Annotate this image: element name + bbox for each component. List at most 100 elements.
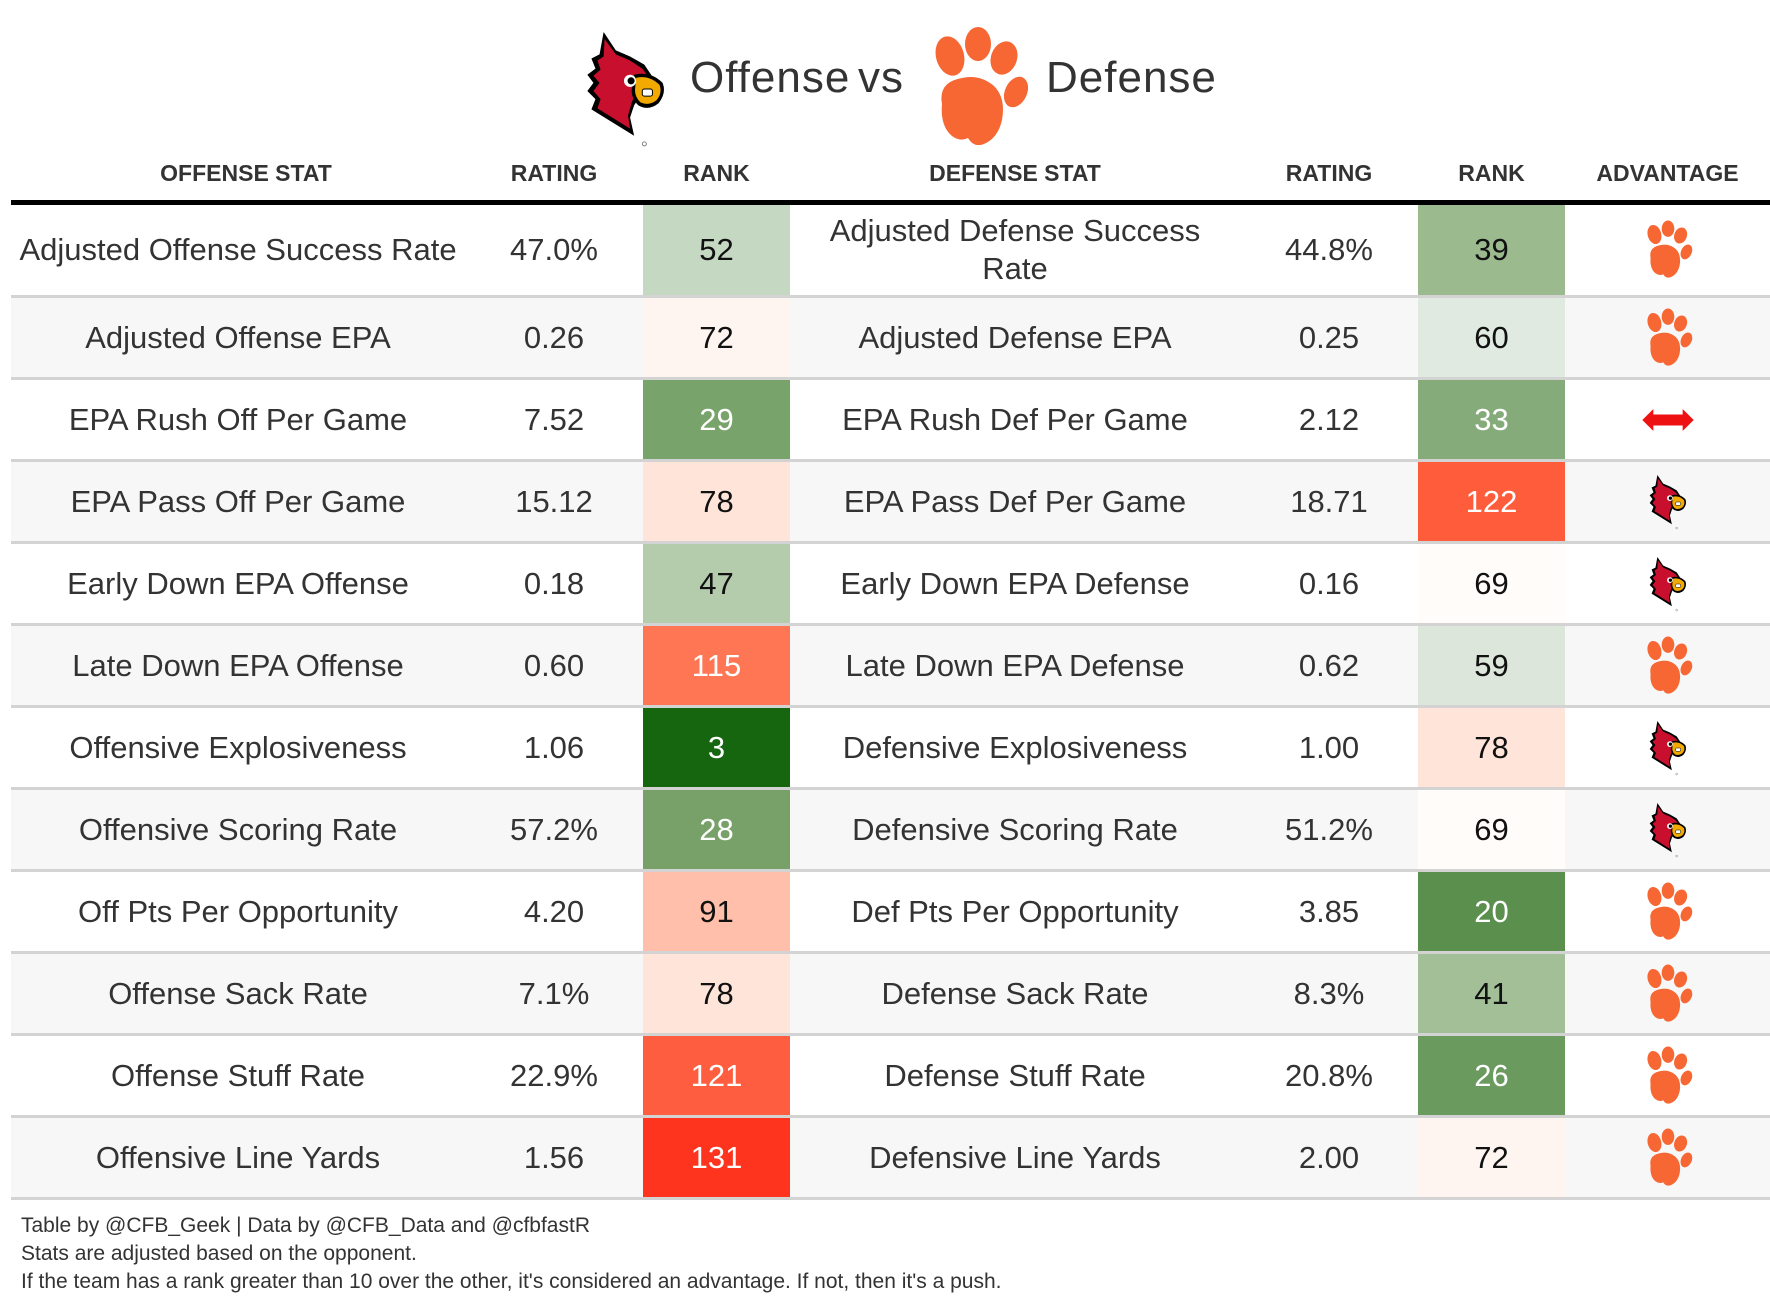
table-row: EPA Rush Off Per Game 7.52 29 EPA Rush Def … (11, 380, 1770, 462)
table-header: OFFENSE STAT RATING RANK DEFENSE STAT RA… (11, 150, 1770, 200)
header-defense-stat: DEFENSE STAT (929, 160, 1101, 186)
offense-stat-name: Late Down EPA Offense (72, 647, 404, 683)
offense-rating: 22.9% (510, 1057, 598, 1093)
defense-stat-name: Defense Sack Rate (881, 975, 1149, 1011)
header-offense-rating: RATING (510, 160, 598, 186)
header-defense-rank: RANK (1458, 160, 1525, 186)
table-row: Early Down EPA Offense 0.18 47 Early Down E… (11, 544, 1770, 626)
defense-rating: 0.16 (1298, 565, 1360, 601)
header-defense-rating: RATING (1285, 160, 1373, 186)
table-row: Adjusted Offense EPA 0.26 72 Adjusted Defen… (11, 298, 1770, 380)
defense-rank-cell: 78 (1418, 708, 1565, 787)
table-row: EPA Pass Off Per Game 15.12 78 EPA Pass Def… (11, 462, 1770, 544)
advantage-cell (1565, 205, 1770, 295)
defense-rank-cell: 72 (1418, 1118, 1565, 1197)
offense-rating: 15.12 (515, 483, 593, 519)
offense-rating: 57.2% (510, 811, 598, 847)
advantage-cell (1565, 1118, 1770, 1197)
defense-rating: 0.25 (1298, 319, 1360, 355)
clemson-paw-icon (1639, 964, 1697, 1024)
defense-rating: 51.2% (1285, 811, 1373, 847)
advantage-cell (1565, 1036, 1770, 1115)
header-rule (11, 200, 1770, 205)
title-vs-label: vs (858, 53, 904, 102)
defense-rank-cell: 60 (1418, 298, 1565, 377)
offense-rank-cell: 115 (643, 626, 790, 705)
advantage-cell (1565, 380, 1770, 459)
defense-rank-cell: 41 (1418, 954, 1565, 1033)
defense-stat-name: EPA Pass Def Per Game (843, 483, 1187, 519)
offense-rank-cell: 28 (643, 790, 790, 869)
offense-rating: 0.60 (523, 647, 585, 683)
defense-stat-name: Adjusted Defense EPA (858, 319, 1172, 355)
defense-stat-name: Defensive Explosiveness (842, 729, 1188, 765)
defense-stat-name: Defense Stuff Rate (884, 1057, 1146, 1093)
defense-rating: 2.12 (1298, 401, 1360, 437)
advantage-cell (1565, 544, 1770, 623)
defense-rating: 18.71 (1290, 483, 1368, 519)
offense-rank-cell: 47 (643, 544, 790, 623)
defense-rank-cell: 122 (1418, 462, 1565, 541)
clemson-paw-icon (1639, 882, 1697, 942)
louisville-cardinal-icon (1647, 556, 1689, 612)
defense-stat-name: Late Down EPA Defense (845, 647, 1185, 683)
advantage-cell (1565, 790, 1770, 869)
offense-stat-name: Offensive Explosiveness (69, 729, 407, 765)
table-row: Offense Stuff Rate 22.9% 121 Defense Stuff … (11, 1036, 1770, 1118)
offense-rank-cell: 52 (643, 205, 790, 295)
offense-rating: 47.0% (510, 232, 598, 267)
offense-stat-name: Offense Stuff Rate (111, 1057, 365, 1093)
louisville-cardinal-icon (1647, 802, 1689, 858)
offense-stat-name: Offensive Scoring Rate (78, 811, 398, 847)
offense-stat-name: EPA Rush Off Per Game (68, 401, 408, 437)
table-row: Late Down EPA Offense 0.60 115 Late Down EP… (11, 626, 1770, 708)
defense-rank-cell: 20 (1418, 872, 1565, 951)
title-offense-label: Offense (690, 53, 851, 102)
defense-rating: 1.00 (1298, 729, 1360, 765)
advantage-cell (1565, 872, 1770, 951)
defense-stat-name: Early Down EPA Defense (840, 565, 1190, 601)
offense-rating: 7.1% (518, 975, 590, 1011)
clemson-paw-logo-icon (928, 26, 1028, 150)
defense-stat-name: Def Pts Per Opportunity (851, 893, 1179, 929)
defense-stat-name: EPA Rush Def Per Game (842, 401, 1188, 437)
clemson-paw-icon (1639, 1128, 1697, 1188)
clemson-paw-icon (1639, 308, 1697, 368)
footer-adjustment-note: Stats are adjusted based on the opponent… (21, 1242, 417, 1265)
header-advantage: ADVANTAGE (1596, 160, 1739, 186)
offense-stat-name: Adjusted Offense Success Rate (19, 232, 457, 267)
advantage-cell (1565, 298, 1770, 377)
clemson-paw-icon (1639, 636, 1697, 696)
offense-rank-cell: 78 (643, 954, 790, 1033)
offense-rank-cell: 91 (643, 872, 790, 951)
offense-stat-name: Offense Sack Rate (108, 975, 368, 1011)
table-row: Offensive Line Yards 1.56 131 Defensive Lin… (11, 1118, 1770, 1200)
offense-stat-name: EPA Pass Off Per Game (70, 483, 406, 519)
clemson-paw-icon (1639, 220, 1697, 280)
chart-title: Offense vs Defense (0, 0, 1770, 140)
offense-rating: 4.20 (523, 893, 585, 929)
header-offense-rank: RANK (683, 160, 750, 186)
defense-rank-cell: 69 (1418, 544, 1565, 623)
defense-rating: 8.3% (1293, 975, 1365, 1011)
defense-stat-name: Adjusted Defense Success Rate (829, 213, 1201, 286)
clemson-paw-icon (1639, 1046, 1697, 1106)
footer-advantage-note: If the team has a rank greater than 10 o… (21, 1270, 1002, 1293)
offense-rank-cell: 131 (643, 1118, 790, 1197)
table-row: Offensive Scoring Rate 57.2% 28 Defensive S… (11, 790, 1770, 872)
offense-rating: 0.26 (523, 319, 585, 355)
title-defense-label: Defense (1046, 53, 1217, 102)
table-row: Adjusted Offense Success Rate 47.0% 52 Adju… (11, 205, 1770, 298)
offense-rating: 0.18 (523, 565, 585, 601)
defense-rank-cell: 33 (1418, 380, 1565, 459)
advantage-cell (1565, 954, 1770, 1033)
offense-rank-cell: 72 (643, 298, 790, 377)
defense-rank-cell: 59 (1418, 626, 1565, 705)
table-row: Offensive Explosiveness 1.06 3 Defensive Ex… (11, 708, 1770, 790)
defense-rating: 20.8% (1285, 1057, 1373, 1093)
table-row: Off Pts Per Opportunity 4.20 91 Def Pts Per… (11, 872, 1770, 954)
footer-notes: Table by @CFB_Geek | Data by @CFB_Data a… (21, 1212, 1001, 1296)
defense-rank-cell: 26 (1418, 1036, 1565, 1115)
defense-rating: 2.00 (1298, 1139, 1360, 1175)
defense-rating: 44.8% (1285, 232, 1373, 267)
